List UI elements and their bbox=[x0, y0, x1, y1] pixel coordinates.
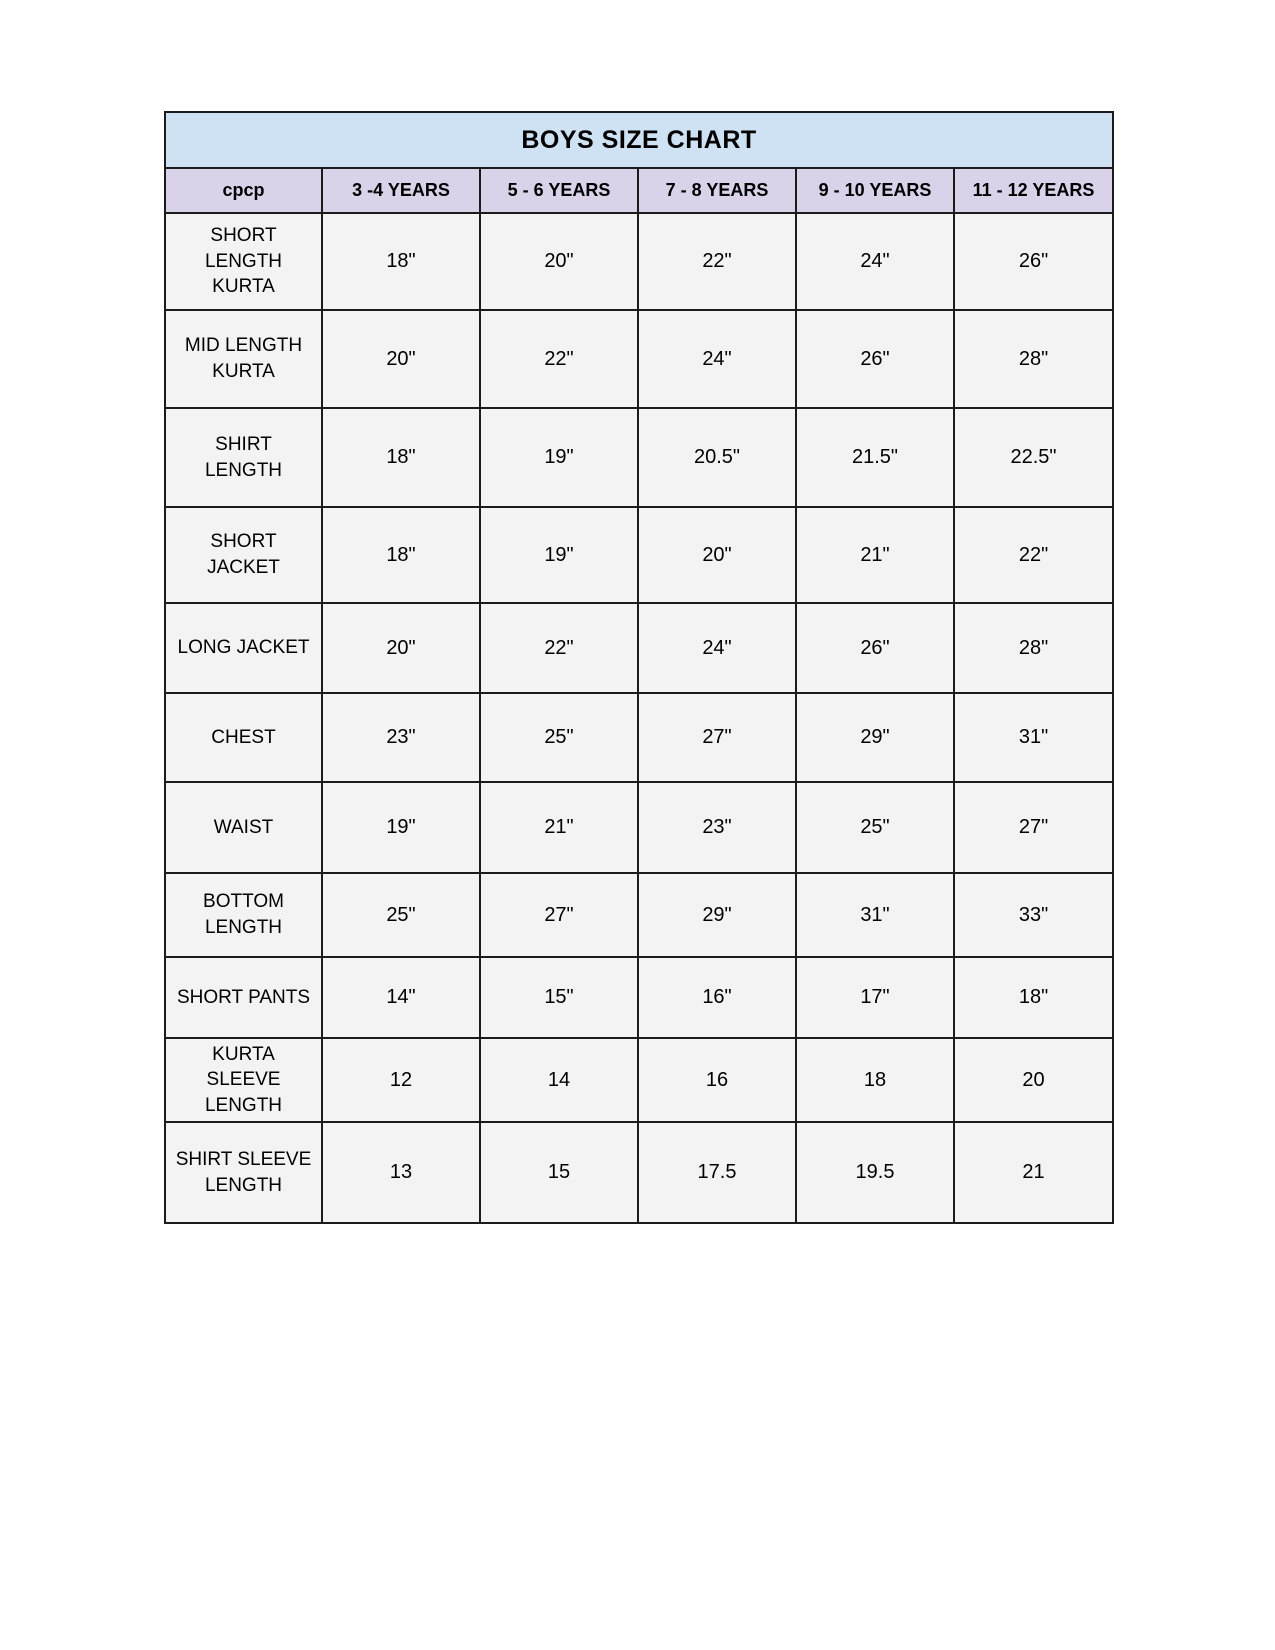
size-value: 25" bbox=[795, 781, 955, 874]
size-value: 15 bbox=[479, 1121, 639, 1224]
boys-size-chart-table: BOYS SIZE CHART cpcp 3 -4 YEARS 5 - 6 YE… bbox=[163, 111, 1115, 1224]
row-label: CHEST bbox=[164, 692, 323, 783]
row-label: BOTTOM LENGTH bbox=[164, 872, 323, 958]
size-value: 28" bbox=[952, 309, 1115, 409]
size-value: 24" bbox=[637, 602, 797, 694]
size-value: 23" bbox=[321, 692, 481, 783]
row-label: SHORT JACKET bbox=[164, 506, 323, 604]
column-header-5-6-years: 5 - 6 YEARS bbox=[479, 167, 639, 214]
table-title: BOYS SIZE CHART bbox=[163, 111, 1115, 169]
table-row-chest: CHEST 23" 25" 27" 29" 31" bbox=[164, 692, 1115, 783]
size-value: 22" bbox=[479, 309, 639, 409]
row-label: LONG JACKET bbox=[164, 602, 323, 694]
size-value: 25" bbox=[479, 692, 639, 783]
size-value: 18 bbox=[795, 1037, 955, 1123]
size-value: 15" bbox=[479, 956, 639, 1039]
size-value: 26" bbox=[795, 309, 955, 409]
table-row-shirt-length: SHIRT LENGTH 18" 19" 20.5" 21.5" 22.5" bbox=[164, 407, 1115, 508]
size-value: 22" bbox=[952, 506, 1115, 604]
size-value: 14 bbox=[479, 1037, 639, 1123]
size-value: 24" bbox=[795, 212, 955, 311]
row-label: MID LENGTH KURTA bbox=[164, 309, 323, 409]
row-label: WAIST bbox=[164, 781, 323, 874]
row-label: SHIRT SLEEVE LENGTH bbox=[164, 1121, 323, 1224]
size-value: 18" bbox=[321, 407, 481, 508]
column-header-3-4-years: 3 -4 YEARS bbox=[321, 167, 481, 214]
size-value: 14" bbox=[321, 956, 481, 1039]
table-row-kurta-sleeve-length: KURTA SLEEVE LENGTH 12 14 16 18 20 bbox=[164, 1037, 1115, 1123]
size-value: 20 bbox=[952, 1037, 1115, 1123]
size-value: 20" bbox=[637, 506, 797, 604]
size-value: 27" bbox=[479, 872, 639, 958]
column-header-7-8-years: 7 - 8 YEARS bbox=[637, 167, 797, 214]
size-value: 20" bbox=[479, 212, 639, 311]
size-value: 18" bbox=[952, 956, 1115, 1039]
table-row-bottom-length: BOTTOM LENGTH 25" 27" 29" 31" 33" bbox=[164, 872, 1115, 958]
size-value: 27" bbox=[952, 781, 1115, 874]
table-row-mid-length-kurta: MID LENGTH KURTA 20" 22" 24" 26" 28" bbox=[164, 309, 1115, 409]
row-label: SHIRT LENGTH bbox=[164, 407, 323, 508]
row-label: SHORT LENGTH KURTA bbox=[164, 212, 323, 311]
size-value: 19.5 bbox=[795, 1121, 955, 1224]
size-value: 33" bbox=[952, 872, 1115, 958]
size-value: 19" bbox=[479, 407, 639, 508]
size-value: 31" bbox=[795, 872, 955, 958]
size-value: 26" bbox=[795, 602, 955, 694]
size-value: 22.5" bbox=[952, 407, 1115, 508]
size-value: 21" bbox=[795, 506, 955, 604]
size-value: 12 bbox=[321, 1037, 481, 1123]
size-value: 20" bbox=[321, 602, 481, 694]
table-row-short-jacket: SHORT JACKET 18" 19" 20" 21" 22" bbox=[164, 506, 1115, 604]
table-row-waist: WAIST 19" 21" 23" 25" 27" bbox=[164, 781, 1115, 874]
size-value: 19" bbox=[321, 781, 481, 874]
size-value: 22" bbox=[637, 212, 797, 311]
size-value: 18" bbox=[321, 212, 481, 311]
size-value: 17" bbox=[795, 956, 955, 1039]
size-value: 13 bbox=[321, 1121, 481, 1224]
size-value: 25" bbox=[321, 872, 481, 958]
size-value: 19" bbox=[479, 506, 639, 604]
size-value: 28" bbox=[952, 602, 1115, 694]
table-header-row: cpcp 3 -4 YEARS 5 - 6 YEARS 7 - 8 YEARS … bbox=[164, 167, 1115, 214]
size-value: 29" bbox=[795, 692, 955, 783]
size-value: 20.5" bbox=[637, 407, 797, 508]
column-header-11-12-years: 11 - 12 YEARS bbox=[952, 167, 1115, 214]
size-value: 23" bbox=[637, 781, 797, 874]
row-label: KURTA SLEEVE LENGTH bbox=[164, 1037, 323, 1123]
size-value: 16" bbox=[637, 956, 797, 1039]
size-value: 21 bbox=[952, 1121, 1115, 1224]
size-value: 24" bbox=[637, 309, 797, 409]
size-value: 22" bbox=[479, 602, 639, 694]
size-value: 27" bbox=[637, 692, 797, 783]
size-value: 16 bbox=[637, 1037, 797, 1123]
table-row-short-pants: SHORT PANTS 14" 15" 16" 17" 18" bbox=[164, 956, 1115, 1039]
table-row-short-length-kurta: SHORT LENGTH KURTA 18" 20" 22" 24" 26" bbox=[164, 212, 1115, 311]
row-label: SHORT PANTS bbox=[164, 956, 323, 1039]
size-value: 17.5 bbox=[637, 1121, 797, 1224]
size-value: 21.5" bbox=[795, 407, 955, 508]
table-row-long-jacket: LONG JACKET 20" 22" 24" 26" 28" bbox=[164, 602, 1115, 694]
size-value: 18" bbox=[321, 506, 481, 604]
size-value: 31" bbox=[952, 692, 1115, 783]
size-value: 29" bbox=[637, 872, 797, 958]
size-value: 26" bbox=[952, 212, 1115, 311]
size-value: 21" bbox=[479, 781, 639, 874]
table-title-row: BOYS SIZE CHART bbox=[163, 111, 1115, 169]
table-row-shirt-sleeve-length: SHIRT SLEEVE LENGTH 13 15 17.5 19.5 21 bbox=[164, 1121, 1115, 1224]
column-header-9-10-years: 9 - 10 YEARS bbox=[795, 167, 955, 214]
column-header-cpcp: cpcp bbox=[164, 167, 323, 214]
size-value: 20" bbox=[321, 309, 481, 409]
